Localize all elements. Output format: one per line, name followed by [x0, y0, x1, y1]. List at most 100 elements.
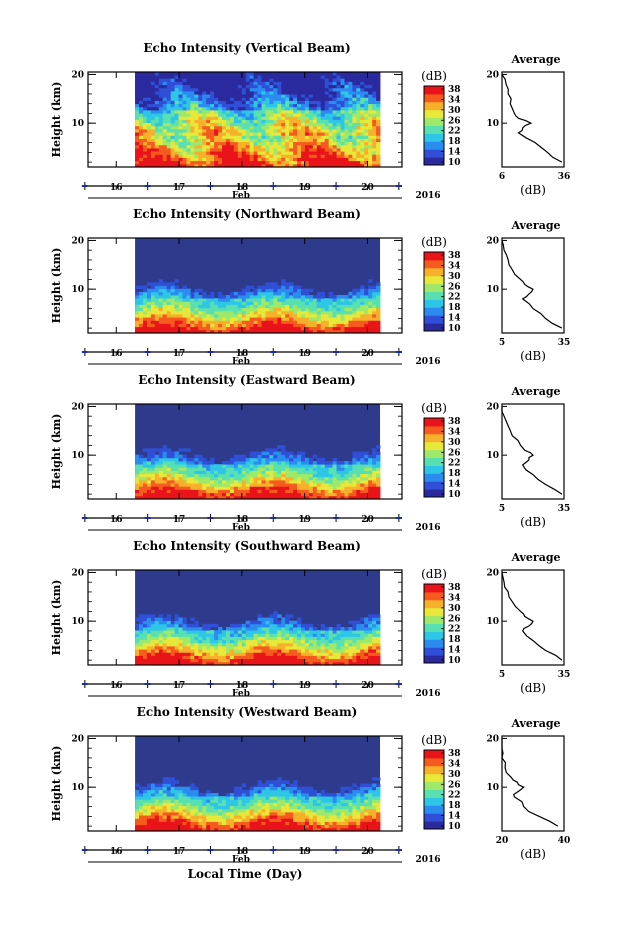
heatmap-cell: [301, 116, 306, 120]
heatmap-cell: [297, 122, 302, 127]
heatmap-cell: [178, 157, 183, 162]
heatmap-cell: [186, 94, 191, 98]
heatmap-cell: [249, 476, 255, 481]
heatmap-cell: [312, 636, 318, 641]
heatmap-cell: [233, 314, 239, 318]
heatmap-cell: [265, 141, 270, 146]
heatmap-cell: [348, 636, 353, 641]
heatmap-cell: [348, 655, 353, 660]
heatmap-cell: [194, 815, 199, 819]
heatmap-cell: [214, 148, 219, 152]
heatmap-cell: [269, 464, 274, 468]
heatmap-cell: [372, 103, 377, 108]
heatmap-cell: [372, 323, 377, 328]
heatmap-cell: [301, 480, 306, 484]
heatmap-cell: [253, 310, 258, 315]
heatmap-cell: [139, 467, 144, 471]
heatmap-cell: [146, 652, 152, 656]
panel-title: Echo Intensity (Southward Beam): [133, 539, 361, 553]
heatmap-cell: [162, 780, 168, 784]
heatmap-cell: [162, 160, 168, 165]
heatmap-cell: [297, 91, 302, 95]
heatmap-cell: [143, 812, 148, 816]
heatmap-cell: [253, 106, 258, 111]
heatmap-cell: [340, 464, 345, 468]
heatmap-cell: [182, 314, 187, 318]
heatmap-cell: [328, 94, 334, 98]
heatmap-cell: [360, 132, 365, 136]
heatmap-cell: [253, 110, 258, 114]
heatmap-cell: [198, 138, 203, 143]
heatmap-cell: [170, 633, 175, 637]
heatmap-cell: [162, 777, 168, 781]
heatmap-cell: [356, 163, 361, 168]
heatmap-cell: [285, 323, 290, 328]
heatmap-cell: [376, 457, 381, 462]
heatmap-cell: [289, 129, 294, 133]
heatmap-cell: [245, 106, 251, 111]
heatmap-cell: [194, 786, 199, 791]
heatmap-cell: [245, 75, 251, 79]
heatmap-cell: [308, 135, 314, 139]
heatmap-cell: [364, 473, 369, 478]
heatmap-cell: [214, 135, 219, 139]
heatmap-cell: [320, 470, 326, 475]
heatmap-cell: [146, 821, 152, 826]
heatmap-cell: [229, 323, 235, 328]
heatmap-cell: [135, 320, 140, 324]
heatmap-cell: [277, 495, 282, 500]
heatmap-cell: [194, 81, 199, 86]
heatmap-cell: [364, 470, 369, 475]
heatmap-cell: [190, 317, 195, 321]
heatmap-cell: [368, 301, 373, 305]
heatmap-cell: [222, 323, 227, 328]
heatmap-cell: [324, 486, 330, 490]
heatmap-cell: [218, 489, 223, 494]
heatmap-cell: [281, 113, 286, 117]
heatmap-cell: [225, 307, 231, 312]
heatmap-cell: [312, 307, 318, 312]
heatmap-cell: [241, 655, 247, 660]
heatmap-cell: [368, 141, 373, 146]
heatmap-cell: [237, 295, 243, 299]
heatmap-cell: [166, 617, 172, 622]
heatmap-cell: [253, 113, 258, 117]
heatmap-cell: [214, 799, 219, 803]
y-tick-label: 10: [71, 285, 84, 295]
heatmap-cell: [222, 470, 227, 475]
heatmap-cell: [253, 470, 258, 475]
heatmap-cell: [356, 304, 361, 309]
heatmap-cell: [376, 125, 381, 130]
heatmap-cell: [154, 304, 160, 309]
heatmap-cell: [178, 135, 183, 139]
heatmap-cell: [372, 307, 377, 312]
heatmap-cell: [146, 473, 152, 478]
heatmap-cell: [364, 129, 369, 133]
heatmap-cell: [146, 307, 152, 312]
heatmap-cell: [376, 326, 381, 331]
heatmap-cell: [376, 129, 381, 133]
heatmap-cell: [368, 84, 373, 89]
heatmap-cell: [150, 464, 156, 468]
heatmap-cell: [150, 473, 156, 478]
heatmap-cell: [206, 633, 211, 637]
heatmap-cell: [261, 320, 266, 324]
heatmap-cell: [135, 789, 140, 794]
heatmap-cell: [265, 138, 270, 143]
heatmap-cell: [139, 454, 144, 459]
heatmap-cell: [190, 480, 195, 484]
heatmap-cell: [336, 467, 341, 471]
heatmap-cell: [293, 655, 298, 660]
heatmap-cell: [210, 642, 215, 647]
heatmap-cell: [277, 291, 282, 296]
heatmap-cell: [304, 94, 310, 98]
heatmap-cell: [241, 129, 247, 133]
heatmap-cell: [143, 457, 148, 462]
heatmap-cell: [135, 285, 140, 290]
heatmap-cell: [336, 320, 341, 324]
heatmap-cell: [222, 106, 227, 111]
heatmap-cell: [293, 75, 298, 79]
heatmap: [135, 72, 381, 168]
heatmap-cell: [312, 298, 318, 302]
heatmap-cell: [245, 116, 251, 120]
